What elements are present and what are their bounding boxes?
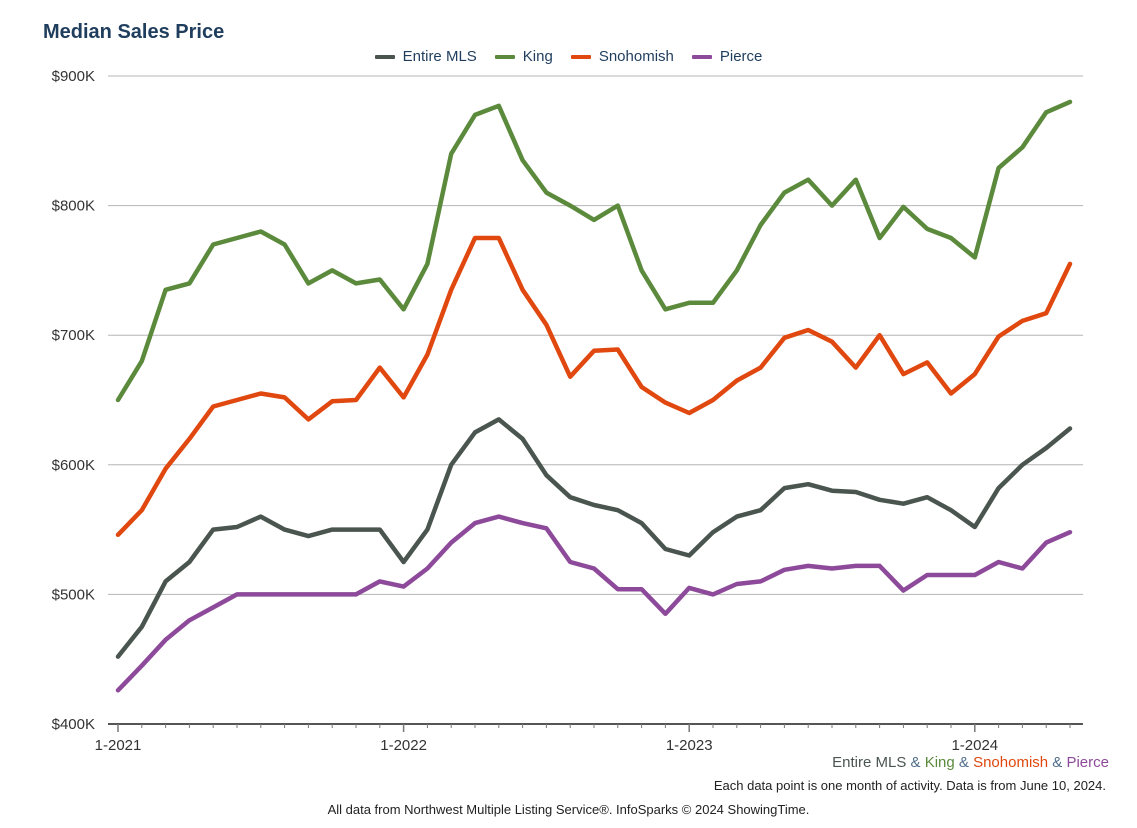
legend-item-entire-mls[interactable]: Entire MLS	[374, 48, 477, 65]
subcaption-part: &	[954, 754, 974, 771]
subcaption-part: &	[1048, 754, 1067, 771]
y-tick-label: $800K	[52, 198, 95, 215]
legend-swatch-king	[494, 54, 515, 59]
series-line-snohomish	[115, 235, 1073, 538]
data-note: Each data point is one month of activity…	[713, 778, 1106, 793]
y-tick-label: $700K	[52, 327, 95, 344]
x-tick-label: 1-2022	[380, 737, 427, 754]
chart-legend: Entire MLS King Snohomish Pierce	[0, 48, 1137, 65]
legend-item-king[interactable]: King	[494, 48, 553, 65]
series-line-king	[115, 99, 1073, 403]
legend-label-snohomish: Snohomish	[598, 48, 674, 65]
x-tick-label: 1-2021	[95, 737, 142, 754]
legend-swatch-snohomish	[570, 54, 591, 59]
legend-swatch-entire-mls	[374, 54, 395, 59]
x-tick-label: 1-2024	[951, 737, 998, 754]
y-tick-label: $600K	[52, 457, 95, 474]
y-tick-label: $400K	[52, 716, 95, 733]
legend-label-entire-mls: Entire MLS	[402, 48, 477, 65]
series-line-entire-mls	[115, 417, 1073, 659]
subcaption-part: Entire MLS	[832, 754, 907, 771]
y-tick-label: $500K	[52, 586, 95, 603]
series-subcaption: Entire MLS & King & Snohomish & Pierce	[832, 754, 1109, 771]
legend-item-pierce[interactable]: Pierce	[691, 48, 763, 65]
x-axis: 1-2021 1-2022 1-2023 1-2024	[95, 723, 1083, 754]
chart-title: Median Sales Price	[43, 21, 225, 43]
legend-item-snohomish[interactable]: Snohomish	[570, 48, 674, 65]
y-axis-ticks: $400K $500K $600K $700K $800K $900K	[52, 68, 95, 733]
gridlines	[108, 75, 1083, 595]
x-tick-label: 1-2023	[666, 737, 713, 754]
legend-label-pierce: Pierce	[719, 48, 763, 65]
footer-attribution: All data from Northwest Multiple Listing…	[327, 802, 810, 817]
legend-label-king: King	[522, 48, 553, 65]
y-tick-label: $900K	[52, 68, 95, 85]
series-line-pierce	[115, 514, 1073, 693]
subcaption-part: &	[906, 754, 925, 771]
subcaption-part: Snohomish	[973, 754, 1049, 771]
legend-swatch-pierce	[691, 54, 712, 59]
subcaption-part: Pierce	[1066, 754, 1109, 771]
subcaption-part: King	[924, 754, 955, 771]
series-lines	[115, 99, 1073, 693]
